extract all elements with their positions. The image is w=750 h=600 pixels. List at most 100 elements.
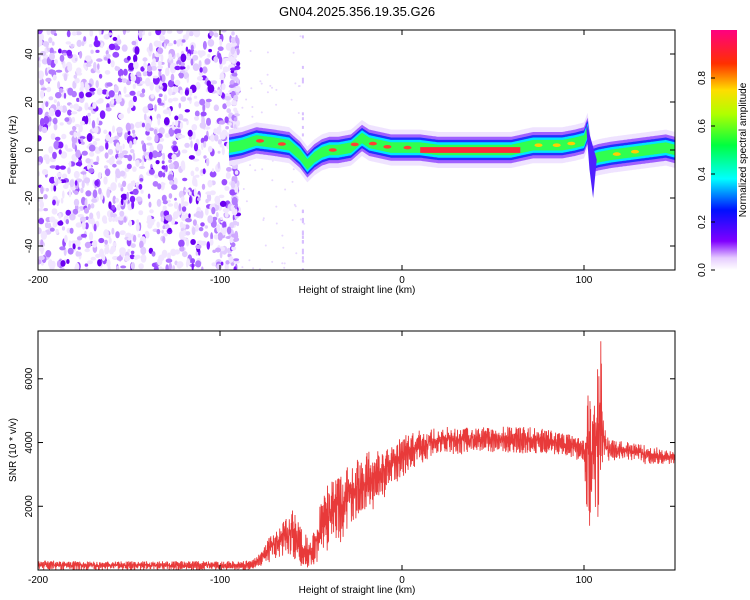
noise-speckle (112, 163, 117, 168)
noise-speckle (194, 110, 200, 117)
noise-speckle (148, 168, 155, 175)
noise-speckle (179, 246, 185, 252)
noise-speckle (192, 158, 200, 162)
noise-speckle (211, 206, 216, 215)
noise-speckle (39, 118, 45, 127)
noise-speckle (39, 72, 43, 81)
noise-speckle (59, 246, 66, 251)
snr-xlabel: Height of straight line (km) (299, 585, 416, 596)
noise-speckle (251, 115, 254, 118)
noise-speckle (60, 197, 64, 204)
noise-speckle (228, 122, 232, 126)
noise-speckle (129, 140, 133, 149)
noise-speckle (104, 165, 108, 169)
noise-speckle (185, 261, 189, 268)
spectrogram-ytick-label: 0 (24, 147, 35, 153)
noise-speckle (53, 123, 58, 131)
noise-speckle (184, 109, 190, 113)
noise-speckle (228, 84, 235, 88)
noise-speckle (63, 248, 67, 256)
noise-speckle (151, 262, 157, 268)
noise-speckle (156, 143, 164, 151)
noise-speckle (84, 207, 89, 214)
noise-speckle (59, 122, 64, 126)
noise-speckle (138, 166, 146, 169)
noise-speckle (74, 57, 78, 62)
noise-speckle (96, 117, 100, 125)
noise-speckle (145, 130, 150, 136)
noise-speckle (198, 227, 204, 232)
noise-speckle (97, 259, 102, 267)
noise-speckle (172, 140, 177, 146)
noise-speckle (74, 77, 80, 84)
noise-speckle (157, 60, 162, 67)
noise-speckle (182, 34, 189, 41)
noise-speckle (218, 218, 221, 223)
noise-speckle (231, 72, 238, 77)
noise-speckle (301, 230, 304, 234)
noise-speckle (162, 152, 166, 161)
noise-speckle (75, 250, 80, 257)
noise-speckle (141, 88, 146, 94)
noise-speckle (168, 262, 172, 270)
noise-speckle (171, 153, 177, 161)
noise-speckle (98, 30, 102, 36)
noise-speckle (108, 157, 114, 166)
noise-speckle (41, 58, 49, 65)
noise-speckle (301, 217, 304, 221)
noise-speckle (41, 126, 48, 134)
noise-speckle (135, 159, 140, 167)
noise-speckle (132, 133, 136, 138)
noise-speckle (192, 219, 197, 226)
noise-speckle (191, 226, 196, 236)
colorbar-ticks: 0.0 0.2 0.4 0.6 0.8 (697, 71, 715, 277)
noise-speckle (147, 222, 153, 229)
noise-speckle (207, 145, 213, 153)
noise-speckle (197, 197, 201, 202)
noise-speckle (233, 124, 237, 130)
noise-speckle (101, 254, 106, 261)
noise-speckle (92, 189, 98, 199)
noise-speckle (301, 117, 304, 121)
noise-speckle (67, 167, 71, 175)
noise-speckle (75, 149, 81, 158)
noise-speckle (83, 62, 86, 69)
noise-speckle (73, 131, 77, 138)
noise-speckle (92, 101, 97, 109)
noise-speckle (108, 201, 112, 210)
noise-speckle (201, 183, 206, 190)
noise-speckle (112, 125, 115, 134)
noise-speckle (174, 79, 181, 86)
noise-speckle (196, 76, 204, 81)
noise-speckle (160, 216, 165, 223)
noise-speckle (226, 108, 231, 114)
noise-speckle (65, 219, 70, 225)
noise-speckle (117, 34, 120, 41)
noise-speckle (162, 109, 170, 115)
noise-speckle (48, 222, 51, 229)
noise-speckle (66, 259, 70, 264)
noise-speckle (114, 66, 121, 71)
noise-speckle (211, 262, 217, 267)
noise-speckle (58, 88, 64, 93)
noise-speckle (80, 233, 87, 238)
snr-ytick-label: 4000 (24, 431, 35, 454)
noise-speckle (98, 145, 105, 152)
noise-speckle (180, 53, 187, 63)
noise-speckle (84, 199, 88, 208)
noise-speckle (234, 113, 240, 117)
noise-speckle (43, 194, 48, 200)
noise-speckle (105, 107, 112, 112)
noise-speckle (103, 176, 108, 185)
noise-speckle (130, 72, 134, 79)
noise-speckle (198, 60, 202, 68)
noise-speckle (68, 161, 72, 168)
noise-speckle (90, 256, 97, 261)
noise-speckle (125, 30, 131, 33)
spectrogram-xtick-label: 100 (576, 275, 593, 286)
noise-speckle (104, 168, 111, 177)
noise-speckle (80, 187, 84, 194)
noise-speckle (63, 184, 69, 189)
noise-speckle (52, 74, 57, 81)
